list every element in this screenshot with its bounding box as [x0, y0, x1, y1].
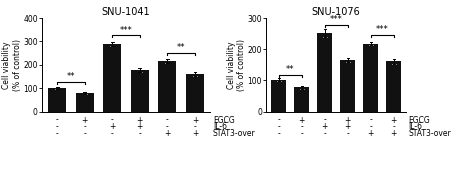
Text: -: -	[369, 122, 372, 131]
Text: +: +	[164, 129, 170, 138]
Bar	[158, 61, 177, 112]
Text: IL-6: IL-6	[409, 122, 423, 131]
Text: -: -	[56, 122, 58, 131]
Text: +: +	[345, 122, 351, 131]
Bar	[131, 70, 149, 112]
Bar	[76, 93, 94, 112]
Bar	[386, 61, 401, 112]
Bar	[103, 44, 121, 112]
Text: +: +	[368, 129, 374, 138]
Text: +: +	[137, 122, 143, 131]
Text: **: **	[286, 65, 295, 74]
Text: -: -	[139, 129, 141, 138]
Text: ***: ***	[376, 25, 389, 34]
Text: +: +	[137, 116, 143, 125]
Text: EGCG: EGCG	[409, 116, 430, 125]
Text: ***: ***	[330, 15, 343, 24]
Text: -: -	[277, 129, 280, 138]
Text: -: -	[84, 122, 86, 131]
Text: +: +	[82, 116, 88, 125]
Bar	[317, 33, 332, 112]
Bar	[48, 88, 66, 112]
Text: -: -	[84, 129, 86, 138]
Text: -: -	[323, 129, 326, 138]
Text: **: **	[67, 73, 75, 82]
Text: -: -	[300, 122, 303, 131]
Bar	[271, 80, 286, 112]
Text: +: +	[390, 129, 397, 138]
Title: SNU-1041: SNU-1041	[102, 7, 150, 17]
Text: +: +	[322, 122, 328, 131]
Text: EGCG: EGCG	[213, 116, 234, 125]
Text: -: -	[277, 116, 280, 125]
Bar	[294, 87, 309, 112]
Text: IL-6: IL-6	[213, 122, 227, 131]
Text: -: -	[392, 122, 395, 131]
Text: +: +	[192, 116, 198, 125]
Text: -: -	[111, 129, 113, 138]
Bar	[363, 44, 378, 112]
Text: -: -	[347, 129, 349, 138]
Title: SNU-1076: SNU-1076	[312, 7, 361, 17]
Text: +: +	[390, 116, 397, 125]
Text: **: **	[177, 43, 185, 52]
Text: +: +	[345, 116, 351, 125]
Text: -: -	[56, 116, 58, 125]
Text: +: +	[298, 116, 305, 125]
Text: -: -	[277, 122, 280, 131]
Text: -: -	[56, 129, 58, 138]
Text: -: -	[111, 116, 113, 125]
Text: -: -	[166, 116, 169, 125]
Text: STAT3-over: STAT3-over	[409, 129, 451, 138]
Text: -: -	[194, 122, 196, 131]
Text: ***: ***	[120, 26, 133, 35]
Text: -: -	[300, 129, 303, 138]
Y-axis label: Cell viability
(% of control): Cell viability (% of control)	[226, 39, 246, 91]
Bar	[340, 60, 355, 112]
Text: +: +	[192, 129, 198, 138]
Text: -: -	[369, 116, 372, 125]
Text: STAT3-over: STAT3-over	[213, 129, 255, 138]
Text: -: -	[166, 122, 169, 131]
Y-axis label: Cell viability
(% of control): Cell viability (% of control)	[2, 39, 22, 91]
Text: +: +	[109, 122, 115, 131]
Text: -: -	[323, 116, 326, 125]
Bar	[186, 74, 204, 112]
